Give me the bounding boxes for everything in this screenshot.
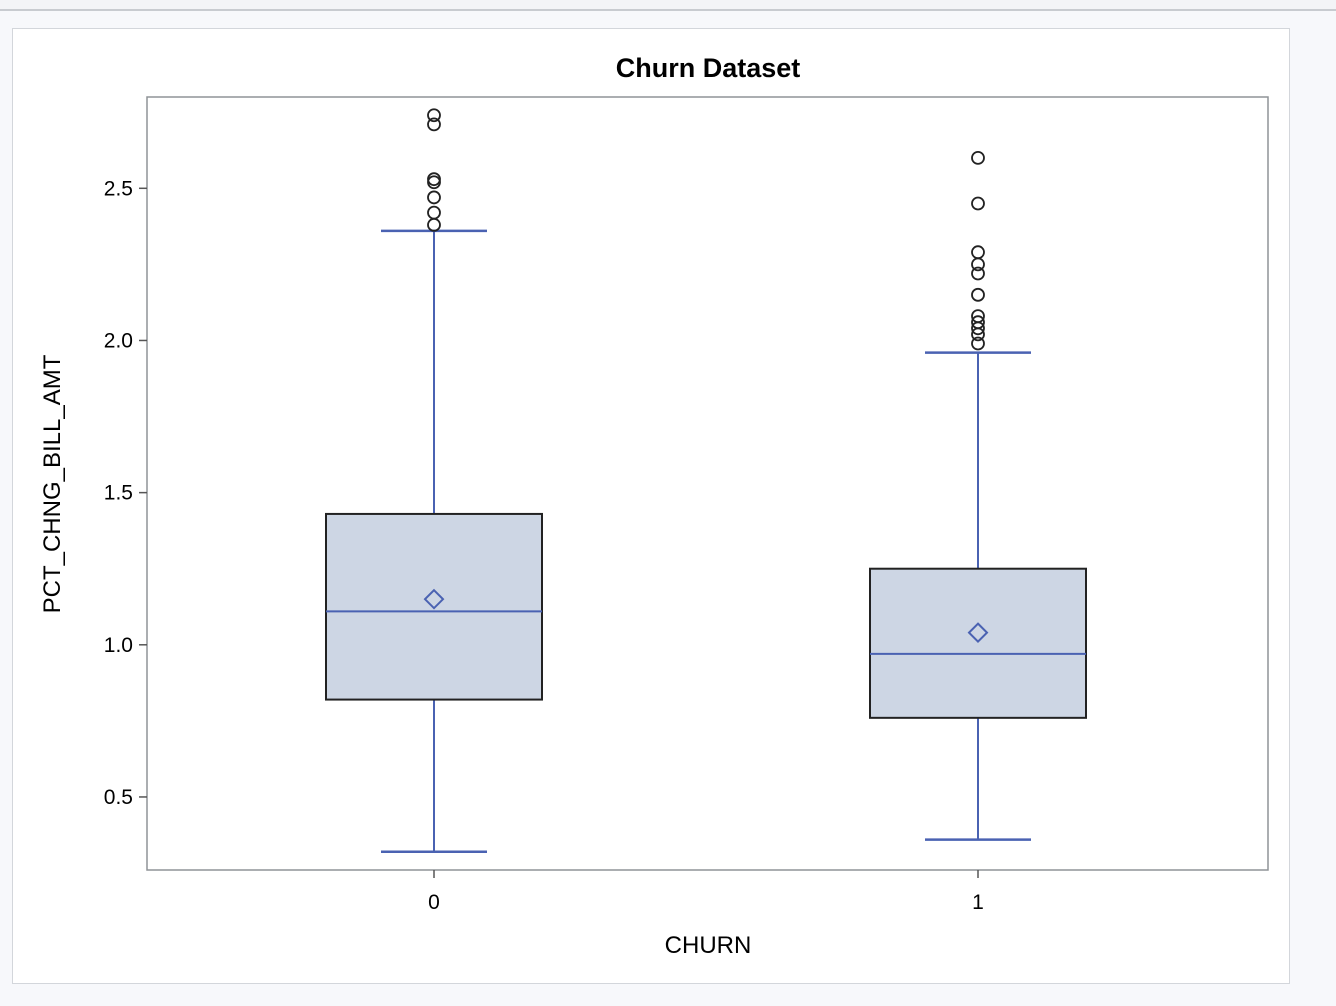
plot-area: [146, 96, 1269, 871]
y-tick-label: 0.5: [104, 786, 133, 809]
outlier-point: [427, 205, 441, 220]
x-axis-label: CHURN: [665, 932, 752, 959]
box-series: [325, 108, 1087, 853]
outlier-point: [971, 196, 985, 211]
outlier-point: [971, 266, 985, 281]
outlier-point: [427, 108, 441, 123]
interquartile-box: [869, 567, 1087, 719]
outlier-point: [971, 336, 985, 351]
window-top-rule: [0, 0, 1336, 11]
y-tick-label: 1.5: [104, 482, 133, 505]
box-group-0: [325, 108, 543, 853]
outlier-point: [971, 287, 985, 302]
y-tick-label: 1.0: [104, 634, 133, 657]
outlier-point: [971, 245, 985, 260]
outlier-point: [427, 117, 441, 132]
y-axis: 0.5 1.0 1.5 2.0 2.5: [104, 177, 147, 809]
outlier-point: [971, 309, 985, 324]
outlier-point: [427, 190, 441, 205]
chart-title: Churn Dataset: [616, 53, 801, 83]
x-tick-label: 1: [972, 891, 984, 914]
x-tick-label: 0: [428, 891, 440, 914]
y-tick-label: 2.0: [104, 329, 133, 352]
outlier-point: [971, 150, 985, 165]
mean-marker: [967, 622, 989, 644]
y-axis-label: PCT_CHNG_BILL_AMT: [39, 354, 66, 613]
y-tick-label: 2.5: [104, 177, 133, 200]
mean-marker: [423, 588, 445, 610]
box-group-1: [869, 150, 1087, 841]
outlier-point: [427, 172, 441, 187]
outlier-point: [971, 315, 985, 330]
